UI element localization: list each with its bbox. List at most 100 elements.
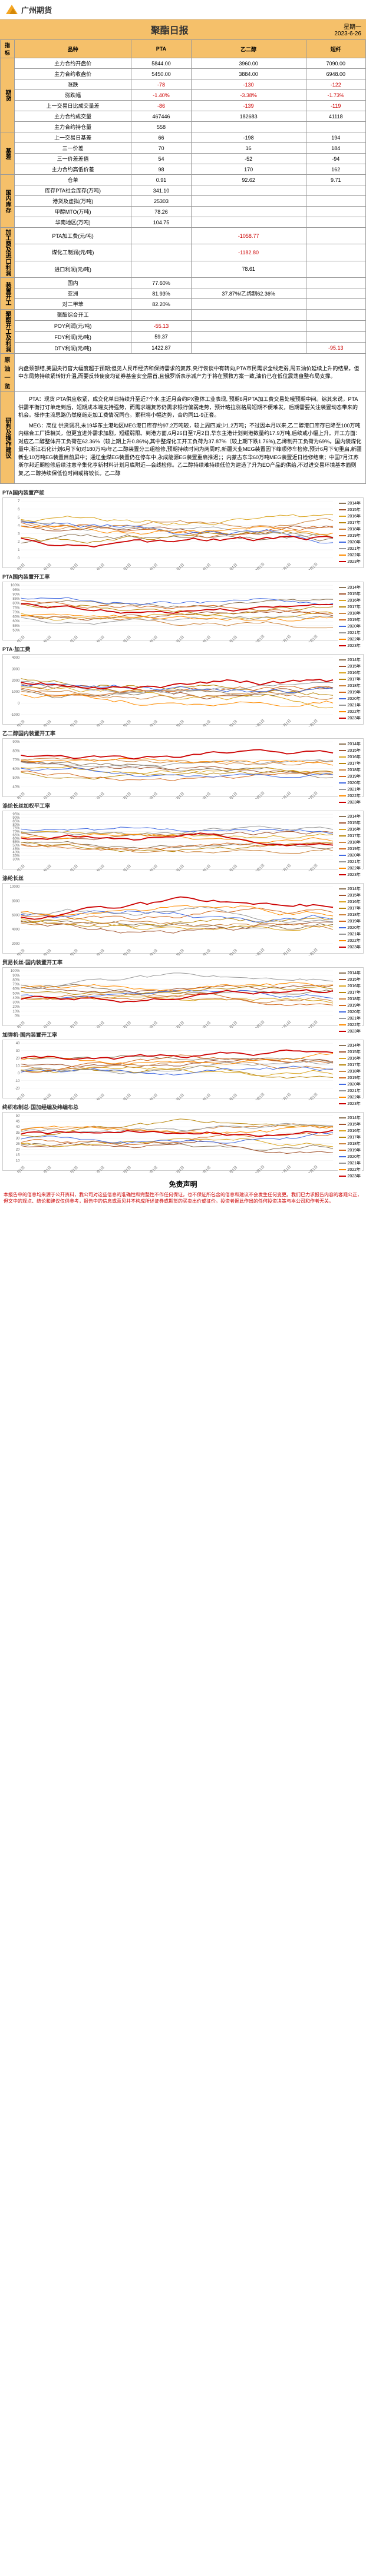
svg-text:8月1日: 8月1日 [201,1166,212,1173]
logo: 广州期货 [5,2,52,16]
cell-pf [306,207,366,217]
svg-text:5月1日: 5月1日 [121,719,132,726]
row-name: 涨跌 [15,79,131,90]
svg-text:1月1日: 1月1日 [15,948,25,955]
svg-text:7月1日: 7月1日 [174,792,185,799]
chart-title: 加弹机·国内装置开工率 [2,1031,364,1038]
cell-meg [191,278,306,288]
cell-pta: 78.26 [131,207,191,217]
row-name: 华南地区(万吨) [15,217,131,228]
oil-content: 内盘颈部结,美国央行官大幅度超于预期;但见人民币经济和保持需求的复苏,央行恢谈中… [15,354,366,392]
svg-text:90%: 90% [12,592,20,596]
svg-text:8月1日: 8月1日 [201,864,212,871]
svg-text:80%: 80% [12,749,20,753]
svg-text:7月1日: 7月1日 [174,1166,185,1173]
svg-text:8月1日: 8月1日 [201,1093,212,1100]
svg-text:60%: 60% [12,767,20,771]
weekday: 星期一 [334,22,361,31]
svg-text:3月1日: 3月1日 [68,792,78,799]
svg-text:3月1日: 3月1日 [68,1166,78,1173]
disclaimer-title: 免责声明 [4,1179,362,1189]
svg-text:50: 50 [16,1114,20,1118]
row-name: 亚洲 [15,288,131,299]
svg-text:1月1日: 1月1日 [15,792,25,799]
legend: 2014年2015年2016年2017年2018年2019年2020年2021年… [338,885,362,952]
chart: -1000010002000300040001月1日2月1日3月1日4月1日5月… [2,654,364,725]
row-name: 仓单 [15,175,131,185]
svg-text:11月1日: 11月1日 [280,635,292,642]
row-name: POY利润(元/吨) [15,320,131,331]
cell-meg: -3.38% [191,90,306,101]
title-bar: 聚酯日报 星期一 2023-6-26 [0,19,366,39]
svg-text:10月1日: 10月1日 [253,791,266,798]
cell-pf: 7090.00 [306,58,366,69]
chart: -20-100102030401月1日2月1日3月1日4月1日5月1日6月1日7… [2,1040,364,1098]
svg-text:15: 15 [16,1153,20,1157]
cell-pf [306,310,366,321]
section-label: 基差 [1,132,15,175]
cell-pf [306,261,366,277]
svg-text:12月1日: 12月1日 [306,719,319,726]
svg-text:7月1日: 7月1日 [174,1093,185,1100]
row-name: 主力合约高低价差 [15,164,131,175]
cell-meg: -1058.77 [191,228,306,244]
cell-pf [306,244,366,261]
chart-title: PTA国内装置开工率 [2,573,364,580]
cell-pta: 558 [131,122,191,132]
svg-text:3月1日: 3月1日 [68,1021,78,1028]
th-pta: PTA [131,40,191,58]
svg-text:60%: 60% [12,987,20,991]
svg-text:5月1日: 5月1日 [121,635,132,642]
svg-text:6月1日: 6月1日 [148,1166,159,1173]
svg-text:100%: 100% [11,583,20,587]
cell-pf: 194 [306,132,366,143]
row-name: 主力合约持仓量 [15,122,131,132]
chart-title: 终织布制总·国加经编及纬编布总 [2,1103,364,1111]
svg-text:1月1日: 1月1日 [15,719,25,726]
row-name: 国内 [15,278,131,288]
svg-text:10月1日: 10月1日 [253,719,266,726]
cell-pf [306,228,366,244]
svg-text:30: 30 [16,1136,20,1140]
cell-pta: 104.75 [131,217,191,228]
cell-pta: -55.13 [131,320,191,331]
cell-meg [191,299,306,310]
svg-text:11月1日: 11月1日 [280,948,292,955]
cell-pta: 5844.00 [131,58,191,69]
svg-text:5月1日: 5月1日 [121,1166,132,1173]
svg-text:6月1日: 6月1日 [148,1021,159,1028]
section-label: 聚酯开工及利润 [1,310,15,354]
svg-text:50%: 50% [12,628,20,632]
svg-text:90%: 90% [12,740,20,744]
svg-text:5月1日: 5月1日 [121,792,132,799]
svg-text:9月1日: 9月1日 [227,792,238,799]
svg-text:4000: 4000 [12,656,20,660]
svg-text:2月1日: 2月1日 [41,635,52,642]
cell-pf [306,217,366,228]
svg-text:3月1日: 3月1日 [68,719,78,726]
svg-text:6月1日: 6月1日 [148,563,159,570]
svg-text:4月1日: 4月1日 [95,948,105,955]
cell-meg [191,343,306,354]
svg-text:7: 7 [18,499,20,503]
row-name: 上一交易日比成交量差 [15,101,131,111]
row-name: 甲醇MTO(万吨) [15,207,131,217]
cell-meg: -52 [191,154,306,164]
legend: 2014年2015年2016年2017年2018年2019年2020年2021年… [338,656,362,723]
svg-text:90%: 90% [12,974,20,978]
legend: 2014年2015年2016年2017年2018年2019年2020年2021年… [338,969,362,1036]
cell-pf [306,331,366,343]
cell-meg: -139 [191,101,306,111]
svg-text:30: 30 [16,1049,20,1053]
svg-text:11月1日: 11月1日 [280,562,292,570]
svg-text:2000: 2000 [12,679,20,683]
svg-text:9月1日: 9月1日 [227,1166,238,1173]
svg-text:1000: 1000 [12,690,20,694]
th-indicator: 指标 [1,40,15,58]
svg-text:0: 0 [18,1071,20,1075]
cell-pf: -119 [306,101,366,111]
svg-text:7月1日: 7月1日 [174,864,185,871]
date-box: 星期一 2023-6-26 [334,22,361,37]
svg-text:10月1日: 10月1日 [253,634,266,642]
cell-meg: 182683 [191,111,306,122]
